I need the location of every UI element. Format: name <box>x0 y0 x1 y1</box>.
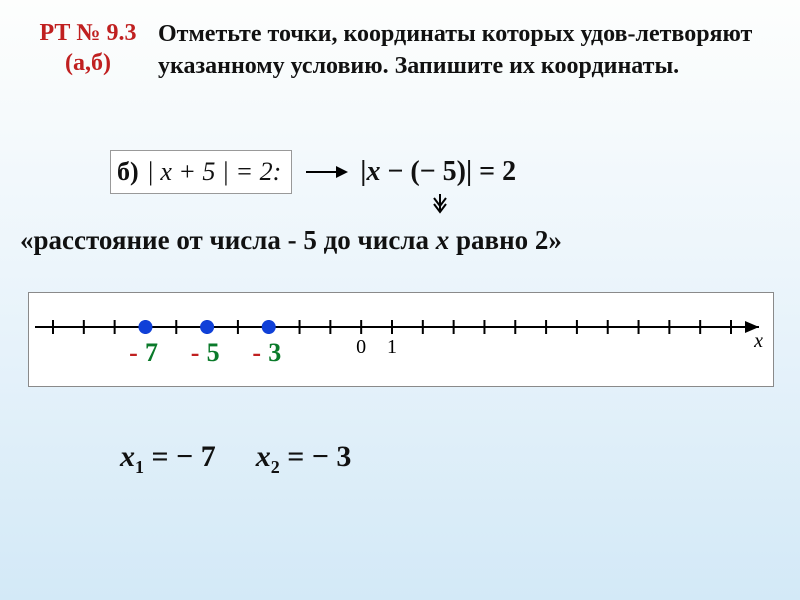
tick-label: 1 <box>387 336 397 358</box>
equation-rewrite: |x − (− 5)| = 2 <box>360 156 516 188</box>
answers: x1 = − 7 x2 = − 3 <box>120 440 351 478</box>
point-number: 7 <box>145 338 158 367</box>
ref-line1: РТ № 9.3 <box>18 18 158 48</box>
number-line-point <box>262 320 276 334</box>
exercise-ref: РТ № 9.3 (а,б) <box>18 18 158 78</box>
equation-row: б) | x + 5 | = 2: |x − (− 5)| = 2 <box>110 150 516 194</box>
answer-x1: x1 = − 7 <box>120 440 216 478</box>
point-number: 5 <box>207 338 220 367</box>
number-line-point <box>138 320 152 334</box>
equation-original-box: б) | x + 5 | = 2: <box>110 150 292 194</box>
slide: РТ № 9.3 (а,б) Отметьте точки, координат… <box>0 0 800 600</box>
arrow-down-icon <box>431 192 449 218</box>
axis-var-label: x <box>753 330 763 352</box>
answer-x2: x2 = − 3 <box>256 440 352 478</box>
point-number: 3 <box>268 338 281 367</box>
equation-original: | x + 5 | = 2: <box>147 157 282 187</box>
task-text: Отметьте точки, координаты которых удов-… <box>158 18 782 83</box>
number-line-point <box>200 320 214 334</box>
point-sign: - <box>191 338 200 367</box>
arrow-right-icon <box>306 171 346 173</box>
number-line: 01x-7-5-3 <box>29 299 773 379</box>
tick-label: 0 <box>356 336 366 358</box>
point-sign: - <box>129 338 138 367</box>
header: РТ № 9.3 (а,б) Отметьте точки, координат… <box>18 18 782 83</box>
ref-line2: (а,б) <box>18 48 158 78</box>
interpretation-text: «расстояние от числа - 5 до числа x равн… <box>20 225 780 256</box>
point-sign: - <box>252 338 261 367</box>
number-line-panel: 01x-7-5-3 <box>28 292 774 387</box>
equation-tag: б) <box>117 157 139 187</box>
